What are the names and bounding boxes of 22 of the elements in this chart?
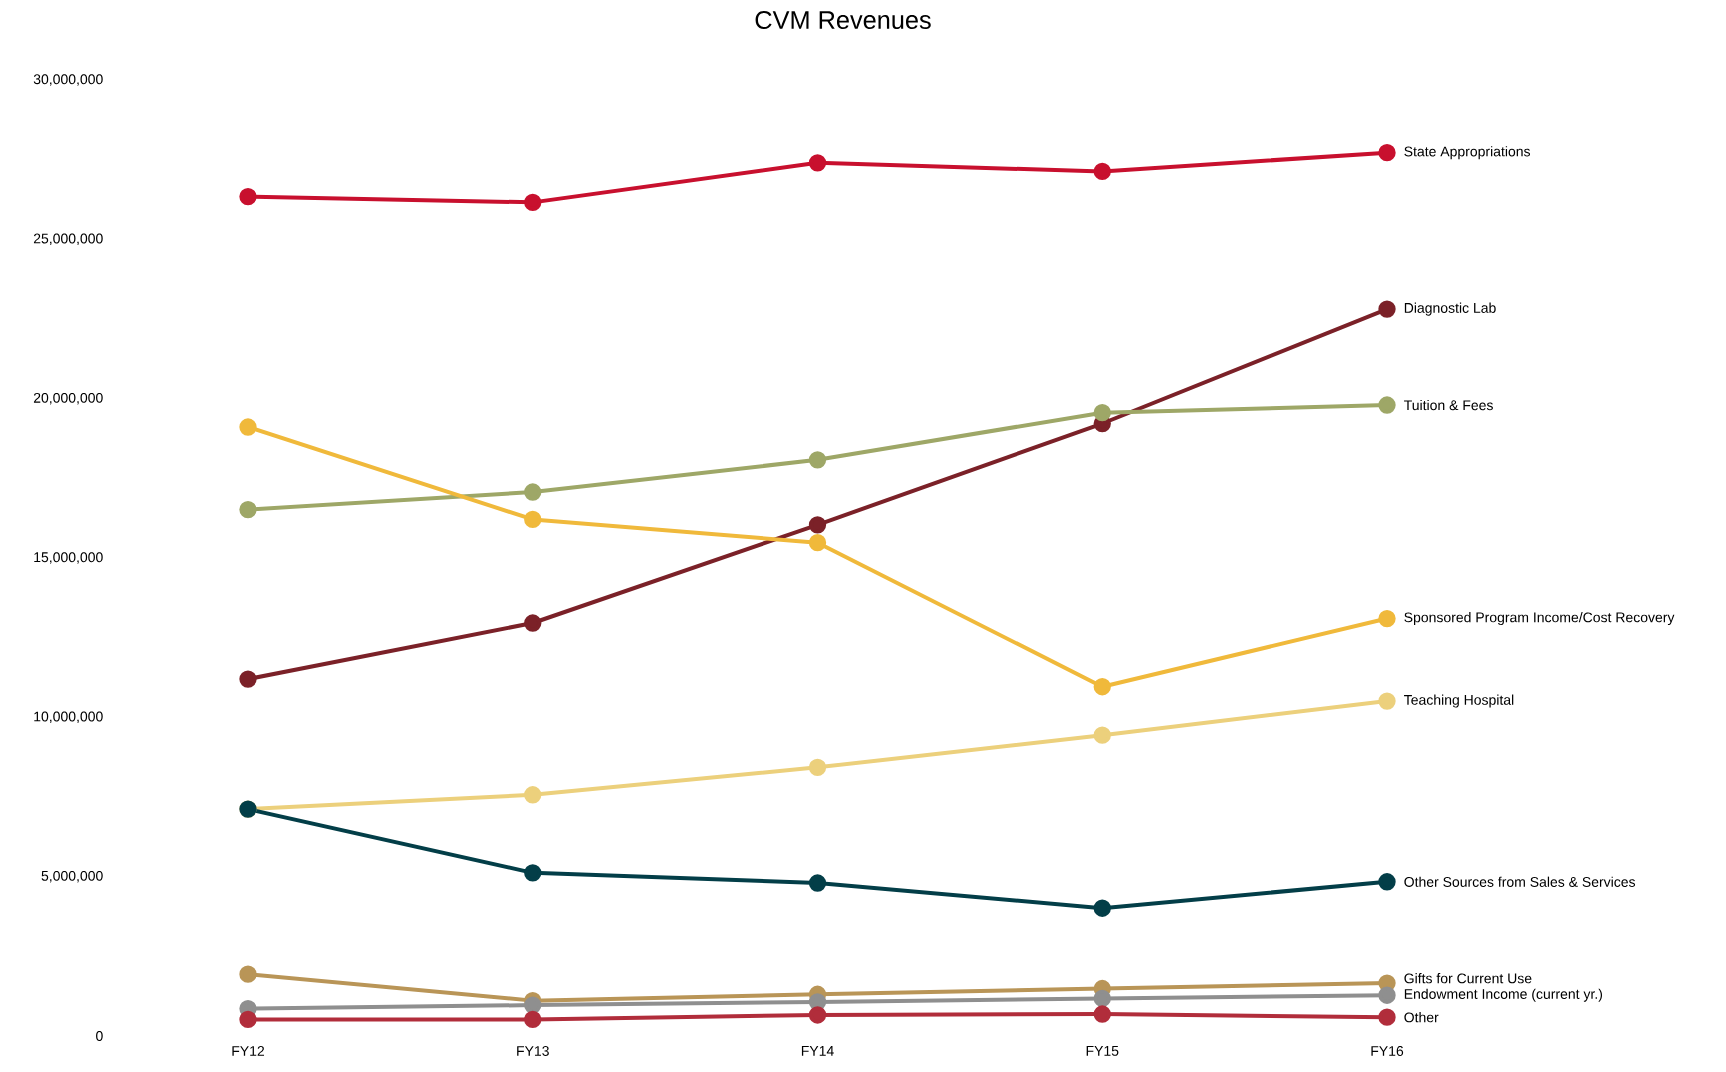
series-label: Other Sources from Sales & Services (1404, 876, 1636, 887)
series-label: Diagnostic Lab (1404, 302, 1496, 316)
y-tick-label: 10,000,000 (34, 711, 103, 724)
x-tick-label: FY12 (232, 1046, 265, 1056)
y-tick-label: 0 (96, 1031, 103, 1041)
series-label: Other (1404, 1012, 1439, 1023)
y-tick-label: 5,000,000 (41, 870, 103, 883)
y-tick-label: 30,000,000 (33, 74, 103, 86)
series-label: State Appropriations (1404, 146, 1531, 160)
series-label: Tuition & Fees (1404, 399, 1493, 411)
series-label: Gifts for Current Use (1404, 973, 1532, 984)
x-tick-label: FY13 (517, 1046, 549, 1056)
series-label: Teaching Hospital (1404, 694, 1514, 708)
x-tick-label: FY15 (1086, 1046, 1119, 1056)
y-tick-label: 25,000,000 (33, 233, 103, 246)
y-tick-label: 15,000,000 (34, 552, 103, 564)
y-tick-label: 20,000,000 (33, 392, 103, 405)
chart-title: CVM Revenues (755, 11, 931, 29)
series-label: Endowment Income (current yr.) (1404, 988, 1603, 1002)
series-label: Sponsored Program Income/Cost Recovery (1404, 612, 1675, 626)
x-tick-label: FY14 (801, 1046, 834, 1056)
x-tick-label: FY16 (1371, 1046, 1404, 1056)
